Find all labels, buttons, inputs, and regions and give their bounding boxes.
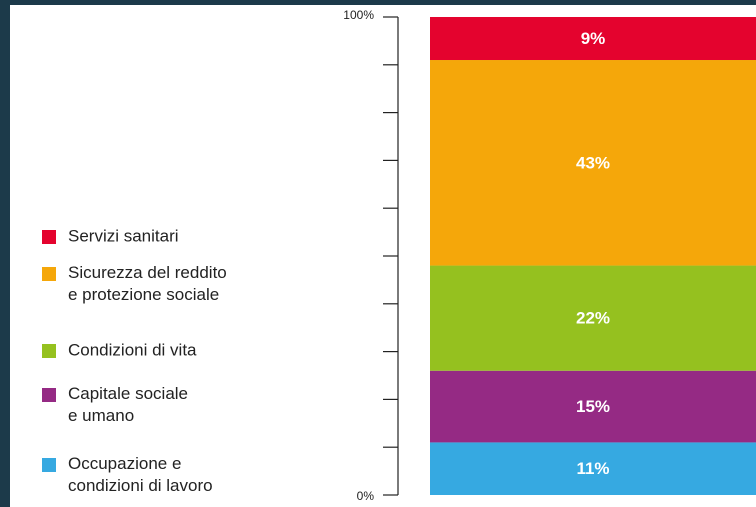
- legend-label: Servizi sanitari: [68, 226, 179, 245]
- bar-segment: [430, 60, 756, 266]
- value-label: 22%: [576, 309, 610, 328]
- bar-segment: [430, 265, 756, 371]
- legend-swatch: [42, 230, 56, 244]
- legend-swatch: [42, 388, 56, 402]
- value-label: 15%: [576, 397, 610, 416]
- bar-segment: [430, 442, 756, 495]
- value-label: 43%: [576, 153, 610, 172]
- legend-swatch: [42, 267, 56, 281]
- legend-swatch: [42, 458, 56, 472]
- legend-label: Occupazione e condizioni di lavoro: [68, 454, 213, 495]
- bar-segment: [430, 17, 756, 61]
- legend-label: Capitale sociale e umano: [68, 384, 188, 425]
- y-tick-label: 100%: [343, 8, 374, 22]
- legend-label: Sicurezza del reddito e protezione social…: [68, 263, 227, 304]
- y-tick-label: 0%: [357, 489, 375, 503]
- value-label: 9%: [581, 29, 606, 48]
- legend-swatch: [42, 344, 56, 358]
- value-label: 11%: [576, 459, 609, 478]
- legend-label: Condizioni di vita: [68, 340, 197, 359]
- bar-segment: [430, 370, 756, 443]
